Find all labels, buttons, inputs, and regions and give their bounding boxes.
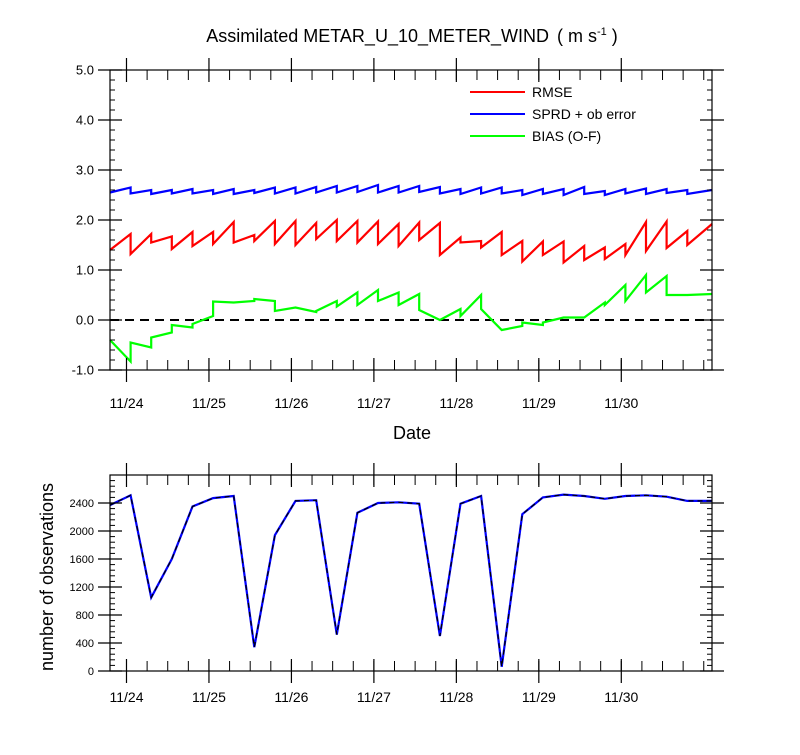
chart-title-units-close: ) — [607, 26, 618, 46]
chart-title: Assimilated METAR_U_10_METER_WIND ( m s-1… — [206, 26, 618, 47]
y-tick-label: 0.0 — [76, 313, 94, 328]
x-tick-label: 11/26 — [274, 395, 308, 411]
y-axis-label-observations: number of observations — [37, 483, 57, 671]
y-tick-label: 2400 — [70, 498, 94, 510]
x-tick-label: 11/29 — [522, 395, 556, 411]
bottom-chart: 0 400 800 1200 1600 2000 2400 11/24 11/25 11/26 11… — [37, 463, 724, 705]
x-tick-label: 11/28 — [439, 395, 473, 411]
x-tick-label: 11/24 — [109, 395, 143, 411]
series-line-possible — [109, 493, 712, 667]
chart-title-main: Assimilated METAR_U_10_METER_WIND — [206, 26, 549, 47]
x-tick-label: 11/26 — [274, 689, 308, 705]
y-tick-label: 1200 — [70, 582, 94, 594]
top-plot-area: -1.0 0.0 1.0 2.0 3.0 4.0 5.0 11/24 11/25 11/26 11/… — [72, 58, 724, 411]
y-tick-label: 1600 — [70, 554, 94, 566]
x-axis-label: Date — [393, 423, 431, 443]
y-tick-label: 400 — [76, 638, 94, 650]
series-line-sprd-ob-error — [109, 183, 713, 197]
x-tick-label: 11/24 — [109, 689, 143, 705]
y-tick-label: 2.0 — [76, 213, 94, 228]
y-tick-label: 1.0 — [76, 263, 94, 278]
y-tick-label: 4.0 — [76, 113, 94, 128]
chart-title-units-superscript: -1 — [597, 26, 607, 38]
y-tick-label: 5.0 — [76, 63, 94, 78]
chart-title-units-open: ( m s — [557, 26, 597, 46]
x-tick-label: 11/30 — [604, 689, 638, 705]
plot-frame — [109, 474, 713, 672]
series-line-bias-o-f — [109, 271, 713, 365]
legend-label: BIAS (O-F) — [532, 128, 601, 144]
y-tick-label: 0 — [88, 666, 94, 678]
x-tick-label: 11/25 — [192, 689, 226, 705]
y-tick-label: 3.0 — [76, 163, 94, 178]
top-chart: Assimilated METAR_U_10_METER_WIND( m s-1… — [72, 26, 724, 443]
bottom-plot-area: 0 400 800 1200 1600 2000 2400 11/24 11/25 11/26 11… — [70, 463, 724, 705]
y-tick-label: 800 — [76, 610, 94, 622]
x-tick-label: 11/25 — [192, 395, 226, 411]
x-tick-label: 11/27 — [357, 689, 391, 705]
series-line-rmse — [109, 217, 713, 265]
series-line-assimilated — [109, 493, 712, 667]
x-tick-label: 11/27 — [357, 395, 391, 411]
x-tick-label: 11/30 — [604, 395, 638, 411]
legend-label: SPRD + ob error — [532, 106, 636, 122]
y-tick-label: -1.0 — [72, 363, 94, 378]
y-tick-label: 2000 — [70, 526, 94, 538]
x-tick-label: 11/28 — [439, 689, 473, 705]
legend-label: RMSE — [532, 84, 572, 100]
x-tick-label: 11/29 — [522, 689, 556, 705]
